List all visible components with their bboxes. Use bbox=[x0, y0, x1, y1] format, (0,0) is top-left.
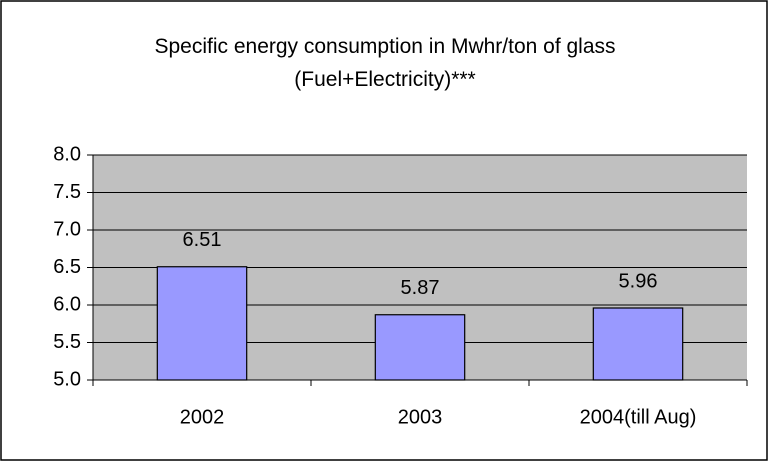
y-tick-label: 5.5 bbox=[53, 331, 81, 353]
y-tick-label: 7.0 bbox=[53, 218, 81, 240]
x-tick-label: 2002 bbox=[180, 406, 225, 428]
y-tick-label: 5.0 bbox=[53, 368, 81, 390]
data-label: 6.51 bbox=[183, 229, 222, 251]
data-label: 5.87 bbox=[401, 277, 440, 299]
y-tick-label: 7.5 bbox=[53, 181, 81, 203]
data-label: 5.96 bbox=[619, 270, 658, 292]
bar bbox=[374, 314, 466, 381]
x-tick-label: 2003 bbox=[398, 406, 443, 428]
y-tick-label: 8.0 bbox=[53, 143, 81, 165]
y-tick-label: 6.0 bbox=[53, 293, 81, 315]
x-tick-label: 2004(till Aug) bbox=[580, 406, 697, 428]
bar bbox=[156, 266, 248, 381]
chart-title: Specific energy consumption in Mwhr/ton … bbox=[154, 35, 616, 91]
bar bbox=[592, 307, 684, 381]
y-tick-label: 6.5 bbox=[53, 256, 81, 278]
